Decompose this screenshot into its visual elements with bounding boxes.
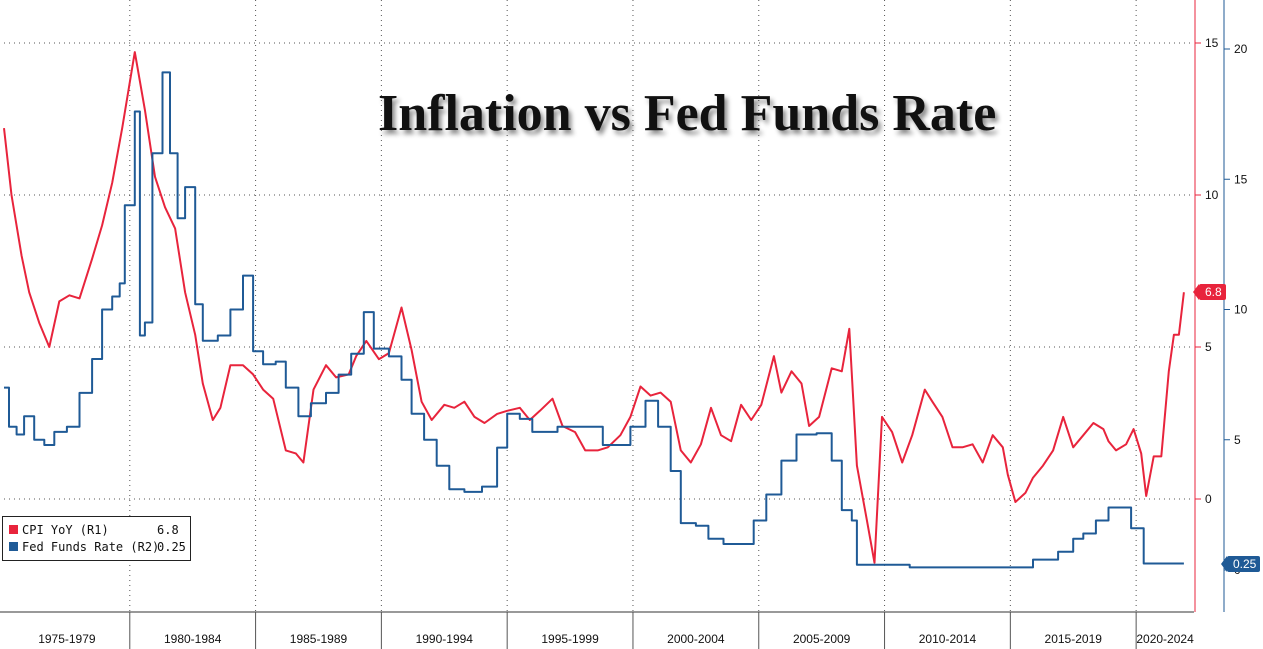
legend-label-cpi: CPI YoY (R1) (22, 523, 109, 537)
ffr-series-line (4, 71, 1184, 569)
legend-swatch-cpi (9, 525, 18, 534)
x-tick-label: 1990-1994 (416, 632, 474, 646)
x-tick-label: 2020-2024 (1136, 632, 1194, 646)
legend-item-cpi: CPI YoY (R1) 6.8 (9, 522, 187, 538)
chart-legend: CPI YoY (R1) 6.8 Fed Funds Rate (R2) 0.25 (2, 516, 191, 561)
x-tick-label: 1975-1979 (38, 632, 96, 646)
r1-tick-label: 15 (1205, 36, 1219, 50)
x-tick-label: 2005-2009 (793, 632, 851, 646)
legend-item-ffr: Fed Funds Rate (R2) 0.25 (9, 539, 187, 555)
legend-value-cpi: 6.8 (157, 523, 179, 537)
chart-title: Inflation vs Fed Funds Rate (378, 85, 997, 142)
x-tick-label: 1995-1999 (541, 632, 599, 646)
legend-swatch-ffr (9, 542, 18, 551)
r2-tick-label: 15 (1234, 172, 1248, 186)
r2-tick-label: 10 (1234, 303, 1248, 317)
x-tick-label: 2015-2019 (1045, 632, 1103, 646)
r1-tick-label: 10 (1205, 188, 1219, 202)
legend-value-ffr: 0.25 (157, 540, 186, 554)
legend-label-ffr: Fed Funds Rate (R2) (22, 540, 160, 554)
x-tick-label: 1980-1984 (164, 632, 222, 646)
x-tick-label: 1985-1989 (290, 632, 348, 646)
cpi-series-line (3, 51, 1185, 564)
x-tick-label: 2010-2014 (919, 632, 977, 646)
ffr-last-value-badge: 0.25 (1220, 556, 1261, 572)
x-tick-label: 2000-2004 (667, 632, 725, 646)
r1-tick-label: 0 (1205, 492, 1212, 506)
r2-tick-label: 20 (1234, 42, 1248, 56)
r2-tick-label: 5 (1234, 433, 1241, 447)
cpi-last-value-badge: 6.8 (1193, 284, 1226, 300)
r1-tick-label: 5 (1205, 340, 1212, 354)
